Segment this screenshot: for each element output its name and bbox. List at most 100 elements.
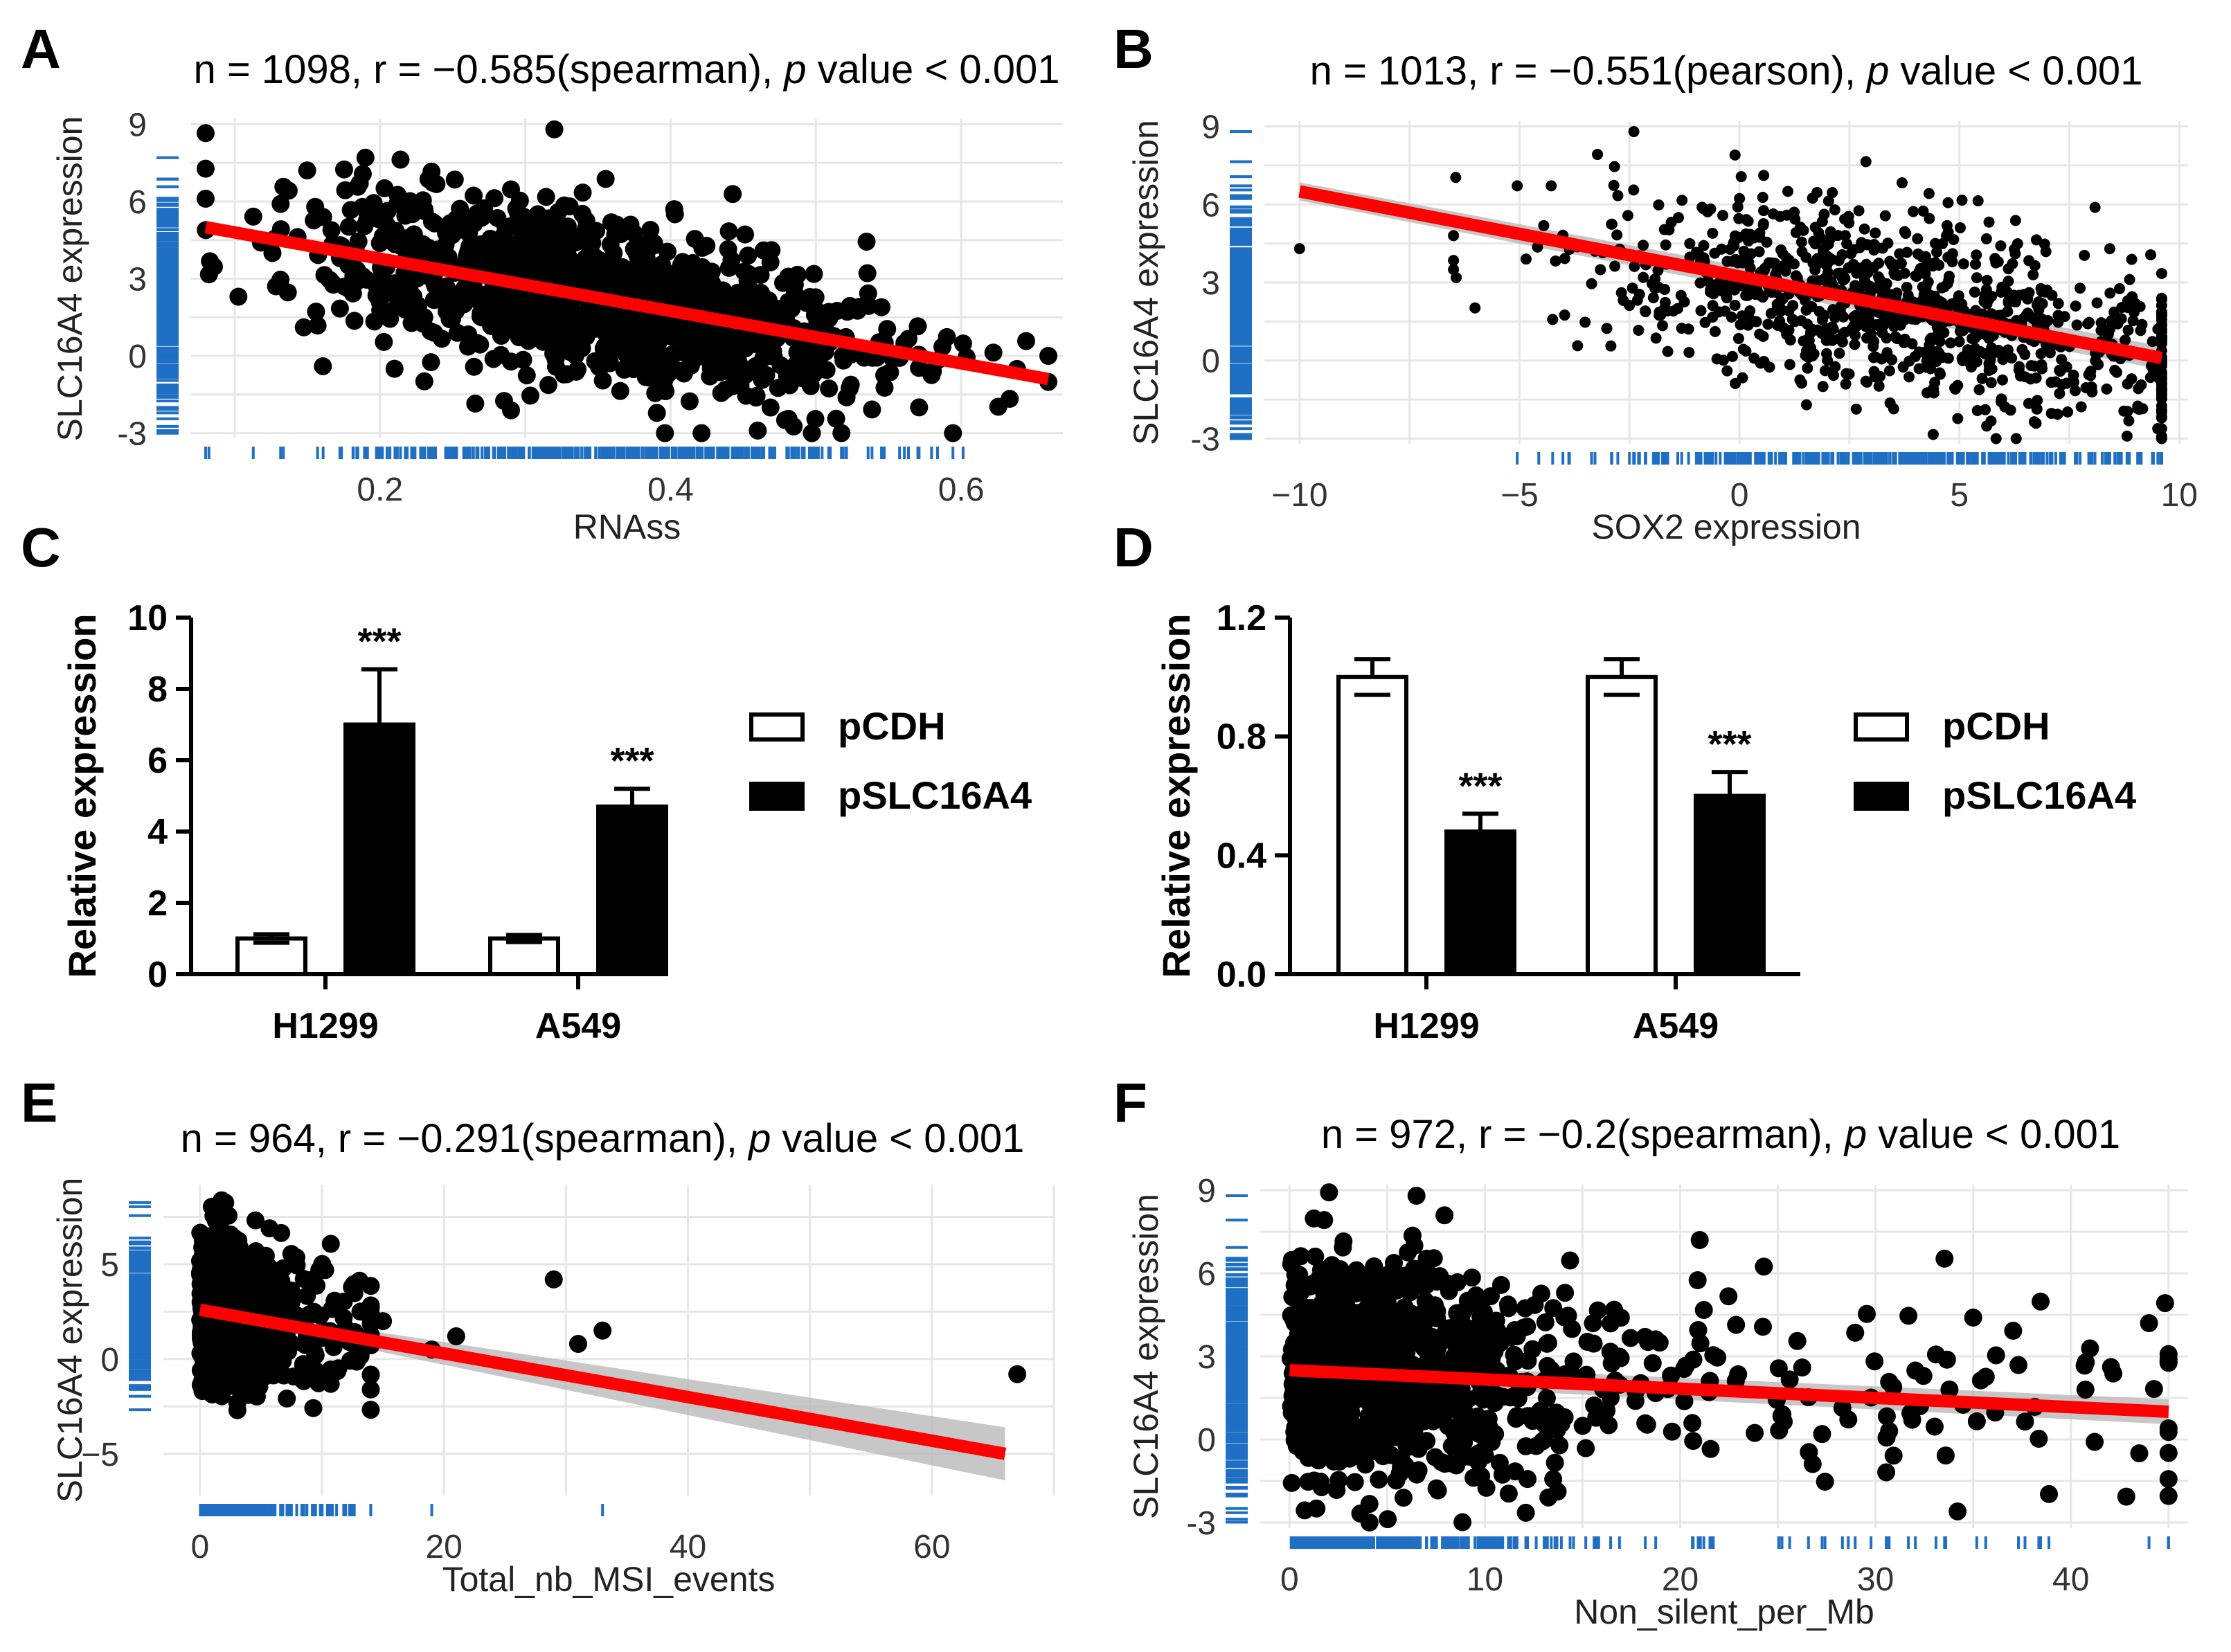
data-point [415,372,433,390]
data-point [1908,206,1919,217]
panel-letter: C [21,517,61,578]
data-point [1789,316,1800,327]
y-axis-title: Relative expression [60,613,104,978]
data-point [298,161,316,180]
data-point [2124,273,2135,285]
data-point [656,424,674,442]
data-point [908,317,927,336]
data-point [746,298,765,317]
data-point [1805,342,1817,354]
data-point [543,246,562,264]
regression-line [204,221,1050,386]
data-point [1919,262,1930,273]
data-point [597,325,616,344]
data-point [2104,287,2116,299]
data-point [519,332,538,350]
data-point [680,392,699,411]
data-point [422,353,440,372]
data-point [848,301,867,320]
data-point [2095,317,2107,329]
data-point [415,308,433,327]
data-point [1870,227,1881,239]
x-tick-label: H1299 [272,1006,378,1046]
data-point [1817,311,1829,323]
data-point [762,241,781,260]
data-point [1750,289,1762,300]
data-point [1910,270,1921,282]
data-point [1927,429,1939,440]
data-point [2023,255,2035,267]
significance-label: *** [357,621,401,663]
data-point [2127,315,2139,327]
data-point [1840,368,1852,379]
data-point [1931,246,1943,258]
data-point [1928,290,1940,302]
data-point [388,297,406,316]
data-point [1800,251,1812,263]
title-stats: n = 1013, r = −0.551(pearson), [1310,48,1867,93]
data-point [1802,362,1813,374]
data-point [1744,228,1756,240]
data-point [1975,345,1987,357]
data-point [944,424,962,442]
data-point [1612,190,1624,201]
data-point [1986,342,1998,354]
data-point [1737,372,1748,384]
data-point [1942,197,1954,208]
data-point [772,300,791,318]
data-point [441,214,460,233]
data-point [719,222,738,241]
data-point [2126,253,2138,265]
data-point [2006,352,2018,364]
data-point [2122,302,2134,314]
rug-plot [129,1201,604,1516]
y-tick-label: -3 [1190,421,1220,458]
data-point [391,150,410,169]
data-point [1913,346,1925,358]
data-point [1774,318,1786,330]
data-point [701,367,719,386]
data-point [1827,334,1838,346]
data-point [1762,318,1774,330]
data-point [322,221,341,240]
data-point [445,170,464,189]
data-point [1763,257,1775,269]
data-point [2115,313,2127,325]
data-point [2070,385,2081,397]
data-point [840,379,859,397]
data-point [1684,251,1696,263]
significance-label: *** [610,740,654,782]
data-point [872,298,891,316]
data-point [1662,345,1674,357]
data-point [2061,377,2072,389]
data-point [2079,249,2090,261]
data-point [611,381,629,400]
data-point [2156,332,2167,343]
data-point [1836,249,1848,260]
data-point [656,382,675,401]
panel-letter: D [1113,517,1154,578]
y-axis-title: SLC16A4 expression [1127,120,1165,445]
data-point [1734,192,1746,204]
data-point [201,252,219,271]
data-point [1805,326,1817,338]
data-point [1924,213,1935,224]
data-point [2030,234,2042,246]
data-point [520,295,539,314]
data-point [1983,360,1995,372]
data-point [665,200,683,219]
data-point [1532,241,1543,253]
data-point [2101,383,2113,395]
data-point [2156,267,2167,279]
data-point [334,160,353,179]
data-point [514,350,532,369]
data-point [1608,179,1620,191]
data-point [1858,223,1870,235]
data-point [1781,209,1793,221]
data-point [2085,370,2097,381]
data-point [2089,201,2101,213]
data-point [1834,348,1845,359]
data-point [1622,210,1633,222]
y-tick-label: 6 [1201,187,1220,224]
data-point [2123,415,2135,427]
